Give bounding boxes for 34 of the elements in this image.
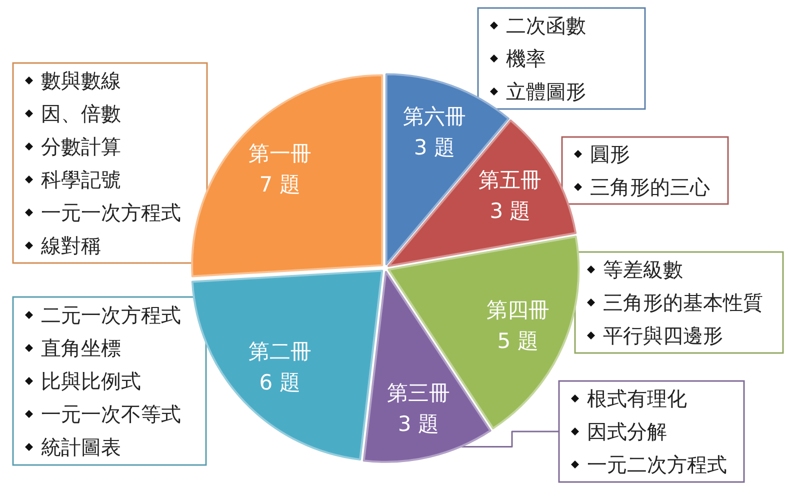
text: 一元二次方程式 <box>587 452 727 476</box>
data-label: 3 題 <box>398 412 439 436</box>
text: 立體圖形 <box>506 80 586 104</box>
text: 直角坐標 <box>41 336 121 360</box>
text: 一元一次方程式 <box>41 200 181 224</box>
data-label: 3 題 <box>490 199 531 224</box>
text: 線對稱 <box>40 234 101 258</box>
text: 機率 <box>506 46 546 70</box>
text: 一元一次不等式 <box>41 402 181 426</box>
slice-label: 第五冊 <box>478 168 542 192</box>
slice-label: 第二冊 <box>248 340 312 364</box>
data-label: 3 題 <box>414 136 455 160</box>
data-label: 5 題 <box>497 328 538 353</box>
data-label: 6 題 <box>259 370 300 395</box>
text: 因式分解 <box>587 420 667 444</box>
text: 根式有理化 <box>587 386 687 410</box>
text: 二元一次方程式 <box>41 303 181 327</box>
text: 數與數線 <box>41 68 121 92</box>
text: 平行與四邊形 <box>603 324 723 348</box>
text: 統計圖表 <box>41 435 121 459</box>
text: 科學記號 <box>41 168 121 192</box>
text: 分數計算 <box>41 134 121 158</box>
text: 比與比例式 <box>41 369 141 393</box>
slice-label: 第三冊 <box>386 381 450 406</box>
text: 等差級數 <box>603 258 683 282</box>
slice-label: 第一冊 <box>248 141 312 166</box>
data-label: 7 題 <box>259 172 300 196</box>
slice-label: 第六冊 <box>402 104 466 129</box>
text: 三角形的基本性質 <box>603 290 763 314</box>
text: 三角形的三心 <box>590 175 710 199</box>
text: 因、倍數 <box>41 102 121 126</box>
slice-label: 第四冊 <box>486 298 550 322</box>
text: 圓形 <box>590 142 630 166</box>
text: 二次函數 <box>506 14 586 38</box>
